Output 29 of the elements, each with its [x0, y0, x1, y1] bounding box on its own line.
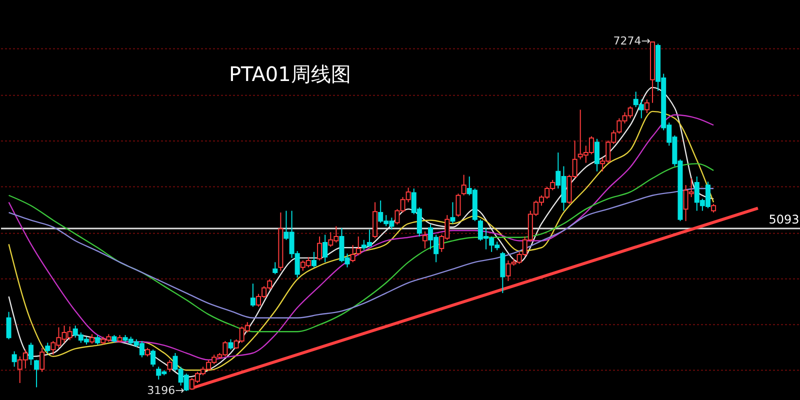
candlestick — [28, 342, 34, 366]
annotation: 3196→ — [147, 384, 184, 398]
annotation: 7274→ — [613, 34, 650, 48]
candlestick — [90, 334, 95, 344]
ref-line-label: 5093 — [768, 212, 800, 227]
text: PTA01周线图 — [229, 62, 351, 86]
candlestick — [450, 202, 456, 224]
candlestick — [228, 338, 234, 350]
candlestick — [322, 234, 328, 263]
candlestick — [456, 193, 461, 218]
candlestick — [40, 347, 45, 372]
candlestick — [6, 311, 12, 340]
candlestick — [461, 174, 466, 196]
candlestick — [500, 251, 506, 294]
candlestick — [12, 350, 17, 368]
candlestick — [272, 262, 278, 275]
candlestick — [594, 138, 600, 172]
candlestick — [95, 334, 100, 345]
candlestick — [356, 236, 361, 256]
candlestick — [422, 230, 428, 249]
candlestick — [311, 251, 316, 268]
candlestick — [317, 236, 322, 261]
candlestick — [250, 283, 256, 308]
candlestick — [167, 359, 172, 372]
candlestick — [34, 359, 40, 388]
candlestick — [644, 98, 650, 114]
candlestick — [45, 342, 50, 354]
candlestick — [150, 349, 156, 368]
candlestick — [350, 244, 356, 263]
